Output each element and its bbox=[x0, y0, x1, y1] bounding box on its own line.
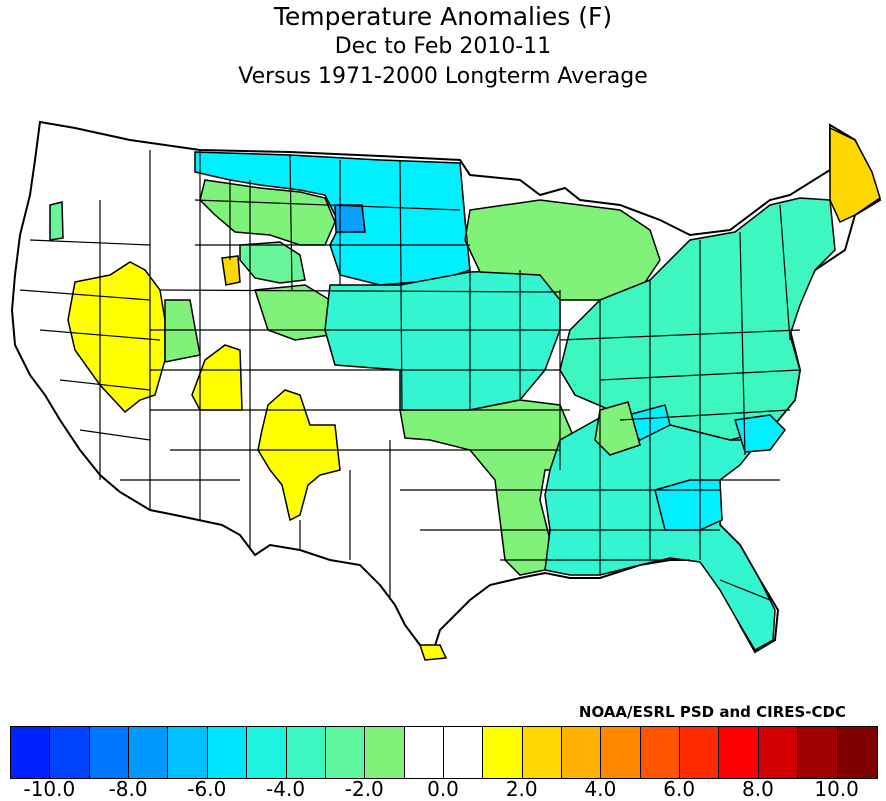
region-gold-maine bbox=[829, 126, 881, 223]
legend-swatch bbox=[325, 727, 366, 778]
legend-swatch bbox=[247, 727, 287, 778]
legend-swatch bbox=[207, 727, 248, 778]
legend-tick-label: 4.0 bbox=[584, 777, 617, 801]
legend-swatch bbox=[562, 727, 602, 778]
legend-swatch bbox=[286, 727, 326, 778]
legend-tick-label: -8.0 bbox=[108, 777, 148, 801]
legend-tick-label: 0.0 bbox=[427, 777, 459, 801]
region-deep-blue bbox=[334, 204, 366, 233]
legend-tick-label: 2.0 bbox=[505, 777, 538, 801]
division-boundaries bbox=[19, 150, 801, 601]
legend-tick-label: 6.0 bbox=[663, 777, 696, 801]
map-subtitle: Dec to Feb 2010-11 bbox=[334, 34, 552, 59]
legend-tick-label: -2.0 bbox=[344, 777, 384, 801]
legend-swatch bbox=[483, 727, 523, 778]
region-cyan-carolina bbox=[734, 414, 786, 453]
legend-swatch bbox=[758, 727, 799, 778]
region-yellow-colorado bbox=[257, 389, 341, 522]
legend-swatch bbox=[640, 727, 681, 778]
legend-swatch bbox=[168, 727, 208, 778]
legend-tick-label: -6.0 bbox=[187, 777, 227, 801]
legend-tick-labels: -10.0 -8.0 -6.0 -4.0 -2.0 0.0 2.0 4.0 6.0 8.0 10.0 bbox=[0, 779, 886, 800]
legend-swatch bbox=[837, 727, 877, 778]
legend-swatch bbox=[601, 727, 641, 778]
legend-tick-label: 10.0 bbox=[814, 777, 859, 801]
legend-tick-label: -10.0 bbox=[23, 777, 76, 801]
region-gold-idaho bbox=[221, 255, 241, 286]
region-yellow-texas bbox=[418, 644, 448, 661]
legend-tick-label: 8.0 bbox=[742, 777, 774, 801]
legend-swatch bbox=[680, 727, 720, 778]
title-block: Temperature Anomalies (F) Dec to Feb 201… bbox=[0, 0, 886, 92]
legend-swatch bbox=[11, 727, 51, 778]
legend-swatch bbox=[89, 727, 130, 778]
us-climate-division-map bbox=[10, 120, 882, 661]
region-green-appalachia bbox=[594, 401, 641, 456]
region-teal-east bbox=[559, 197, 836, 441]
color-scale-legend bbox=[10, 726, 878, 779]
legend-swatch bbox=[443, 727, 484, 778]
region-cyan-georgia bbox=[654, 479, 723, 531]
map-subtitle-2: Versus 1971-2000 Longterm Average bbox=[238, 64, 648, 89]
legend-swatch bbox=[50, 727, 90, 778]
legend-tick-label: -4.0 bbox=[266, 777, 306, 801]
region-teal-southeast bbox=[544, 411, 776, 652]
legend-swatch bbox=[719, 727, 759, 778]
legend-swatch bbox=[798, 727, 838, 778]
map-title: Temperature Anomalies (F) bbox=[273, 2, 613, 31]
data-credit: NOAA/ESRL PSD and CIRES-CDC bbox=[578, 703, 846, 721]
legend-swatch bbox=[522, 727, 563, 778]
legend-swatch bbox=[404, 727, 444, 778]
region-green-wyoming bbox=[239, 241, 306, 284]
legend-swatch bbox=[129, 727, 169, 778]
legend-swatch bbox=[365, 727, 405, 778]
region-green-washington bbox=[49, 201, 64, 241]
